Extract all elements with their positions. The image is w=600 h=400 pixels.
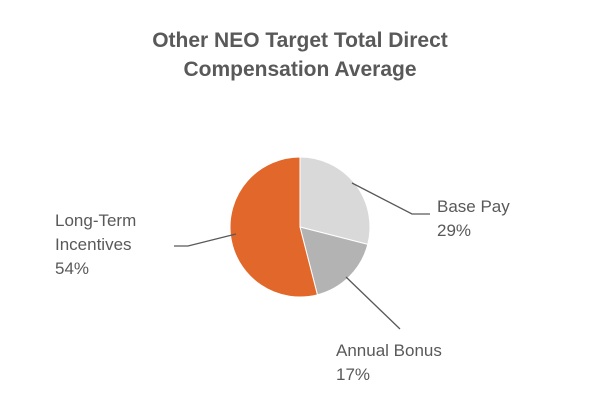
- slice-label-annual-bonus-name: Annual Bonus: [336, 341, 442, 360]
- slice-label-annual-bonus-percent: 17%: [336, 365, 370, 384]
- slice-label-long-term-incentives-percent: 54%: [55, 259, 89, 278]
- pie-slices: [229, 156, 371, 298]
- chart-title-line-2: Compensation Average: [184, 58, 417, 81]
- slice-label-annual-bonus: Annual Bonus 17%: [336, 341, 442, 384]
- slice-label-long-term-incentives-name-1: Long-Term: [55, 211, 136, 230]
- slice-label-long-term-incentives-name-2: Incentives: [55, 235, 132, 254]
- slice-label-base-pay-percent: 29%: [437, 221, 471, 240]
- slice-label-base-pay-name: Base Pay: [437, 197, 510, 216]
- slice-label-long-term-incentives: Long-Term Incentives 54%: [55, 211, 136, 278]
- chart-title-line-1: Other NEO Target Total Direct: [152, 29, 448, 52]
- pie-slice-annual-bonus: [299, 226, 369, 296]
- leader-line-base-pay: [351, 182, 430, 215]
- slice-label-base-pay: Base Pay 29%: [437, 197, 510, 240]
- leader-line-long-term-incentives: [174, 233, 237, 247]
- chart-title: Other NEO Target Total Direct Compensati…: [152, 29, 448, 81]
- leader-line-annual-bonus: [345, 276, 401, 330]
